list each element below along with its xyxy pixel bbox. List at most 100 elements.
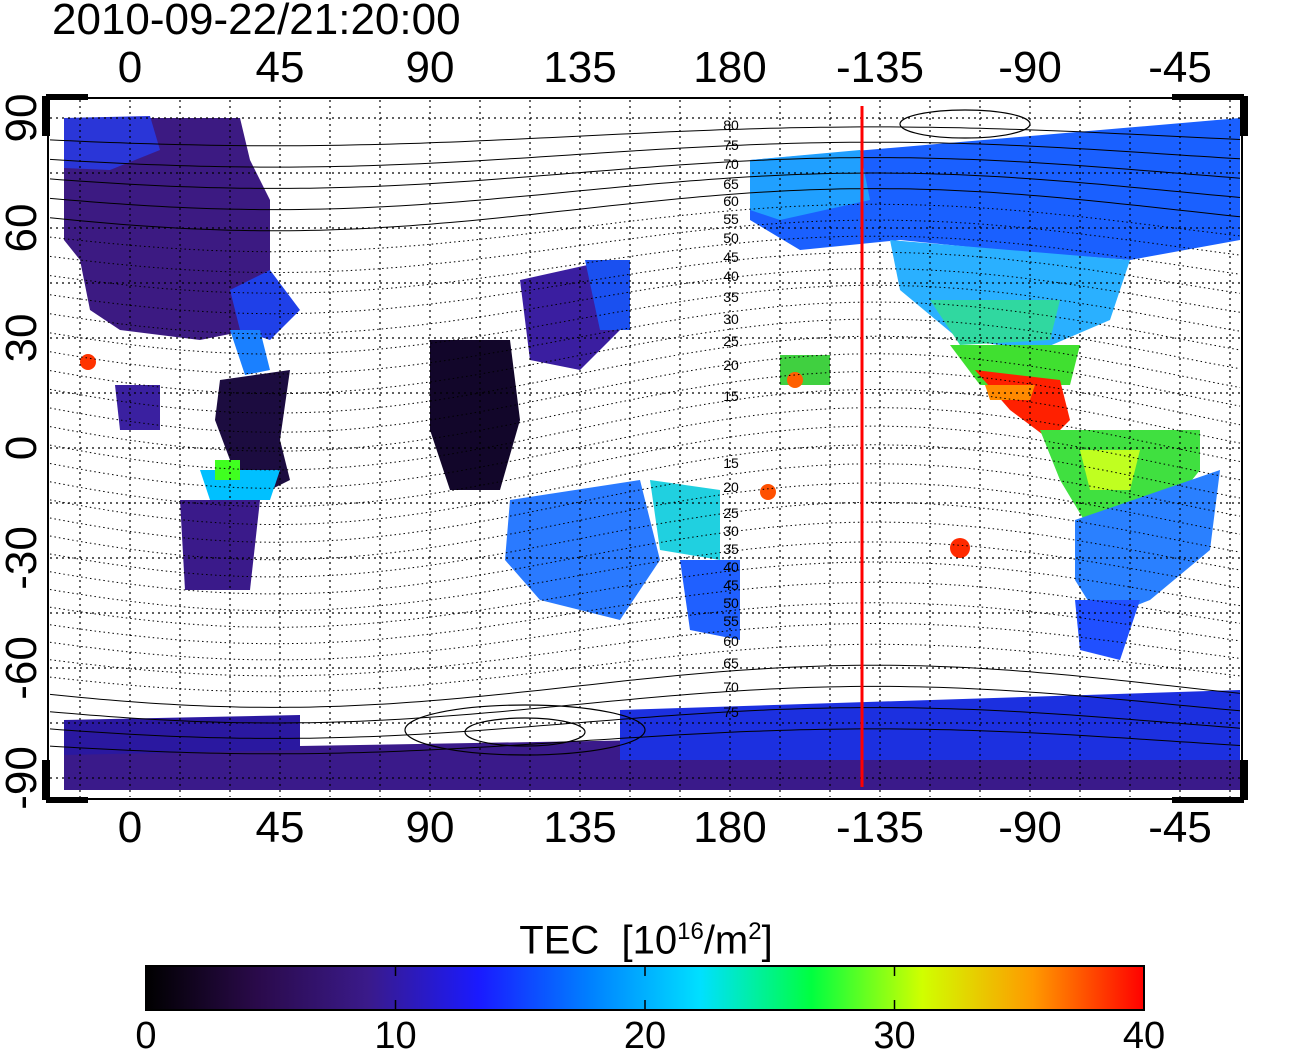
magnetic-latitude-label: 30 <box>723 523 739 539</box>
tec-region-patagonia <box>1075 600 1140 660</box>
magnetic-latitude-label: 60 <box>723 633 739 649</box>
magnetic-latitude-label: 70 <box>723 156 739 172</box>
magnetic-latitude-contour <box>49 541 1241 612</box>
top-longitude-tick-label: 90 <box>405 43 455 92</box>
magnetic-latitude-label: 20 <box>723 479 739 495</box>
tec-hotspot-west-africa <box>80 354 96 370</box>
top-longitude-tick-label: -90 <box>998 43 1062 92</box>
magnetic-latitude-contour <box>49 602 1241 661</box>
top-longitude-tick-label: -45 <box>1148 43 1212 92</box>
timestamp-title: 2010-09-22/21:20:00 <box>52 0 461 44</box>
colorbar-tick-label: 10 <box>374 1015 417 1057</box>
magnetic-latitude-labels: 8075706560555045403530252015152025303540… <box>723 117 739 720</box>
magnetic-latitude-label: 20 <box>723 357 739 373</box>
frame-tick-bar <box>46 797 88 803</box>
tec-region-canada <box>750 118 1240 260</box>
magnetic-latitude-contour <box>49 251 1241 315</box>
tec-region-eastern-europe <box>230 270 300 340</box>
colorbar-tick-label: 20 <box>623 1015 667 1057</box>
bottom-longitude-tick-label: -135 <box>835 803 925 852</box>
top-longitude-tick-label: 0 <box>117 43 143 92</box>
colorbar-title: TEC [1016/m2] <box>519 918 773 963</box>
magnetic-latitude-label: 45 <box>723 577 739 593</box>
bottom-longitude-tick-label: 180 <box>693 803 767 852</box>
bottom-longitude-tick-label: -90 <box>998 803 1062 852</box>
magnetic-latitude-contour <box>49 268 1241 335</box>
graticule <box>50 100 1240 797</box>
tec-region-usa-green <box>930 300 1060 345</box>
magnetic-latitude-label: 75 <box>723 704 739 720</box>
tec-region-south-america-yellow <box>1080 450 1140 490</box>
colorbar-tick-label: 30 <box>873 1015 916 1057</box>
magnetic-latitude-label: 55 <box>723 613 739 629</box>
top-longitude-tick-label: 45 <box>255 43 305 92</box>
magnetic-latitude-label: 15 <box>723 455 739 471</box>
frame-tick-bar <box>1172 797 1244 803</box>
tec-coverage-layer <box>64 116 1240 790</box>
magnetic-latitude-label: 35 <box>723 289 739 305</box>
magnetic-latitude-contour <box>49 707 1241 739</box>
magnetic-latitude-contour <box>49 172 1241 211</box>
magnetic-latitude-label: 25 <box>723 505 739 521</box>
top-longitude-tick-label: -135 <box>835 43 925 92</box>
map-frame <box>47 97 1243 800</box>
magnetic-latitude-label: 50 <box>723 595 739 611</box>
tec-region-antarctica-west <box>64 715 300 755</box>
bottom-longitude-tick-label: 0 <box>117 803 143 852</box>
magnetic-latitude-contour <box>49 203 1241 253</box>
magnetic-latitude-label: 75 <box>723 137 739 153</box>
magnetic-latitude-contour <box>49 664 1241 708</box>
magnetic-latitude-contour <box>49 353 1241 433</box>
magnetic-latitude-label: 65 <box>723 655 739 671</box>
tec-region-new-zealand <box>680 560 740 640</box>
tec-region-pacific-cyan <box>650 480 720 560</box>
magnetic-latitude-label: 45 <box>723 249 739 265</box>
magnetic-latitude-contours <box>49 109 1241 756</box>
tec-region-japan <box>585 260 630 330</box>
magnetic-latitude-contour <box>49 482 1241 561</box>
magnetic-latitude-contour <box>49 219 1241 273</box>
magnetic-latitude-contour <box>49 335 1241 414</box>
magnetic-latitude-contour <box>49 157 1241 189</box>
magnetic-latitude-label: 70 <box>723 679 739 695</box>
bottom-longitude-tick-label: 45 <box>255 803 305 852</box>
top-longitude-tick-label: 180 <box>693 43 767 92</box>
frame-tick-bar <box>1172 94 1244 100</box>
magnetic-latitude-contour <box>49 126 1241 147</box>
tec-region-africa-band <box>215 460 240 480</box>
colorbar-ticks <box>145 966 1145 1010</box>
tec-region-australia <box>505 480 660 620</box>
magnetic-latitude-label: 65 <box>723 176 739 192</box>
bottom-longitude-tick-label: 135 <box>543 803 617 852</box>
magnetic-latitude-contour <box>49 561 1241 628</box>
frame-tick-bar <box>42 760 50 800</box>
frame-tick-bar <box>42 96 50 136</box>
magnetic-latitude-contour <box>49 318 1241 395</box>
magnetic-latitude-contour <box>49 623 1241 677</box>
magnetic-pole-contour <box>464 717 586 747</box>
magnetic-latitude-contour <box>49 188 1241 232</box>
tec-region-south-america-blue <box>1075 470 1220 620</box>
bottom-longitude-tick-label: 90 <box>405 803 455 852</box>
colorbar-tick-label: 0 <box>135 1015 157 1057</box>
bottom-longitude-tick-label: -45 <box>1148 803 1212 852</box>
magnetic-latitude-contour <box>49 463 1241 543</box>
magnetic-latitude-label: 25 <box>723 333 739 349</box>
frame-tick-bar <box>1240 760 1248 800</box>
magnetic-latitude-contour <box>49 501 1241 578</box>
tec-region-indian-ocean <box>430 340 520 490</box>
top-longitude-tick-label: 135 <box>543 43 617 92</box>
tec-region-south-africa <box>180 500 260 590</box>
magnetic-latitude-label: 30 <box>723 311 739 327</box>
frame-tick-bar <box>1240 96 1248 136</box>
magnetic-pole-contour <box>899 109 1031 139</box>
magnetic-latitude-label: 40 <box>723 268 739 284</box>
tec-hotspot-tahiti <box>950 538 970 558</box>
magnetic-latitude-label: 55 <box>723 211 739 227</box>
tec-region-central-america <box>975 370 1070 440</box>
magnetic-latitude-contour <box>49 284 1241 355</box>
magnetic-latitude-label: 80 <box>723 117 739 133</box>
frame-tick-bar <box>46 94 88 100</box>
tec-hotspot-hawaii <box>787 372 803 388</box>
